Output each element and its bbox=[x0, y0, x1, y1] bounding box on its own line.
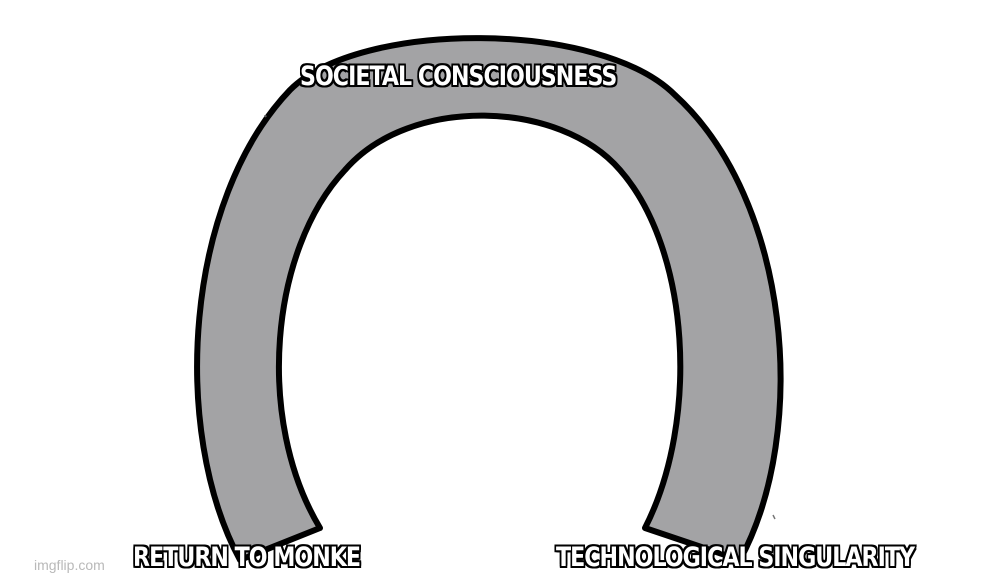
caption-bottom-right: TECHNOLOGICAL SINGULARITY bbox=[556, 542, 915, 573]
speck-mark bbox=[772, 514, 776, 520]
watermark: imgflip.com bbox=[34, 557, 105, 573]
caption-top: SOCIETAL CONSCIOUSNESS bbox=[300, 61, 617, 92]
speck-mark bbox=[264, 114, 267, 118]
caption-bottom-left: RETURN TO MONKE bbox=[133, 542, 361, 573]
horseshoe-arch bbox=[194, 35, 784, 563]
